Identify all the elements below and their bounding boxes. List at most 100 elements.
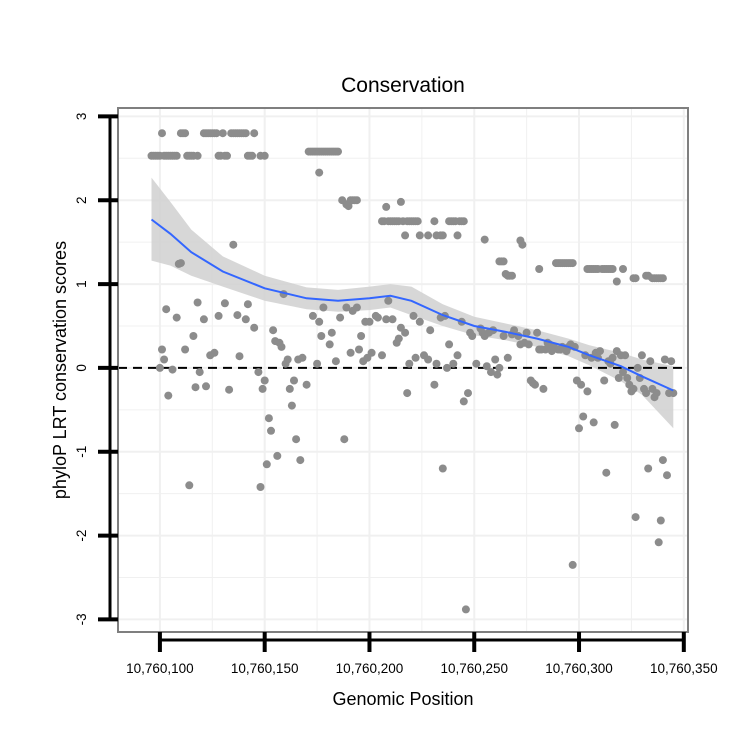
data-point (491, 355, 500, 364)
data-point (189, 332, 198, 340)
data-point (260, 376, 269, 385)
y-tick-label: 2 (74, 196, 89, 204)
confidence-band (151, 177, 674, 429)
data-point (241, 315, 250, 324)
data-point (658, 274, 667, 283)
data-point (600, 376, 609, 385)
data-point (394, 334, 403, 343)
data-point (185, 481, 194, 490)
data-point (342, 303, 351, 312)
data-point (577, 380, 586, 389)
data-point (403, 389, 412, 398)
data-point (619, 265, 627, 273)
x-tick-label: 10,760,100 (126, 661, 194, 676)
data-point (401, 231, 410, 240)
data-point (518, 240, 527, 249)
data-point (283, 355, 292, 364)
data-point (388, 315, 397, 324)
data-point (334, 147, 342, 156)
x-tick-label: 10,760,250 (440, 661, 508, 676)
data-point (264, 414, 273, 423)
data-point (223, 151, 231, 160)
data-point (461, 605, 470, 614)
data-point (325, 340, 334, 349)
data-point (631, 513, 640, 522)
smooth-line-layer (150, 218, 674, 392)
data-point (602, 468, 611, 477)
data-point (168, 365, 177, 374)
data-point (193, 298, 202, 307)
data-point (575, 424, 583, 433)
data-point (269, 326, 278, 335)
data-point (652, 389, 661, 398)
data-point (401, 328, 410, 337)
data-point (610, 420, 619, 429)
data-point (583, 387, 592, 396)
data-point (503, 353, 512, 362)
data-point (637, 351, 646, 360)
data-point (195, 368, 204, 377)
data-point (499, 257, 508, 266)
data-point (327, 328, 336, 337)
data-point (287, 401, 296, 410)
data-point (438, 464, 447, 473)
data-point (315, 317, 324, 326)
data-point (608, 265, 617, 273)
data-point (539, 384, 548, 393)
data-point (233, 311, 242, 320)
data-point (415, 231, 424, 240)
data-point (658, 456, 667, 465)
y-tick-label: -1 (74, 446, 89, 458)
data-point (346, 348, 355, 357)
confidence-band-layer (151, 177, 674, 429)
data-point (382, 202, 391, 211)
data-point (499, 332, 508, 340)
data-point (160, 355, 169, 364)
data-point (426, 326, 435, 335)
data-point (524, 340, 533, 349)
x-tick-label: 10,760,350 (650, 661, 718, 676)
data-point (277, 342, 286, 351)
x-tick-label: 10,760,200 (336, 661, 404, 676)
plot-frame (117, 107, 689, 633)
data-point (612, 277, 621, 286)
data-point (172, 151, 181, 160)
data-point (158, 345, 166, 354)
data-point (568, 259, 577, 268)
data-point (619, 368, 627, 377)
data-point (667, 357, 676, 366)
data-point (235, 352, 244, 361)
data-point (633, 363, 642, 372)
data-point (285, 384, 294, 393)
y-axis: -3 -2 -1 0 1 2 3 (74, 113, 118, 625)
data-point (256, 483, 265, 491)
data-point (352, 303, 361, 312)
data-point (646, 357, 655, 366)
data-point (214, 311, 223, 320)
y-tick-label: -2 (74, 530, 89, 542)
data-point (243, 300, 252, 309)
data-point (468, 332, 477, 340)
y-axis-label: phyloP LRT conservation scores (50, 241, 70, 499)
data-point (225, 385, 234, 394)
data-point (508, 271, 516, 280)
data-point (608, 353, 617, 362)
data-point (430, 217, 439, 226)
data-point (164, 391, 173, 400)
data-point (162, 305, 171, 314)
data-point (660, 355, 669, 364)
data-point (155, 363, 164, 372)
data-point (589, 418, 598, 427)
data-point (568, 560, 577, 569)
x-axis-label: Genomic Position (332, 689, 473, 709)
data-point (292, 435, 301, 444)
points-layer (147, 129, 678, 614)
data-point (373, 313, 382, 322)
data-point (367, 348, 376, 357)
data-point (357, 332, 366, 340)
data-point (405, 359, 414, 368)
data-point (453, 231, 462, 240)
data-point (212, 129, 221, 138)
data-point (579, 412, 588, 421)
